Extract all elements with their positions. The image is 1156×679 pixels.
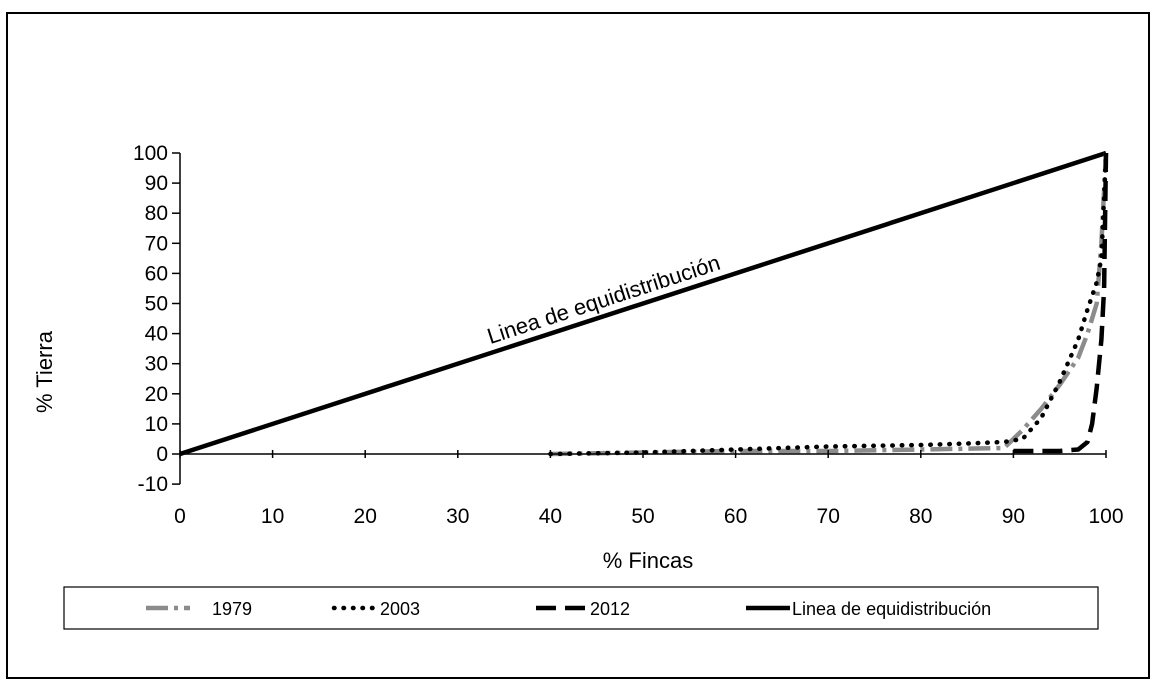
y-tick-label: 10 bbox=[145, 413, 168, 436]
x-tick-label: 90 bbox=[1002, 505, 1025, 528]
y-tick-label: 0 bbox=[156, 443, 168, 466]
legend-label: Linea de equidistribución bbox=[792, 599, 991, 619]
y-tick-label: 30 bbox=[145, 353, 168, 376]
series-line-linea-de-equidistribuci-n bbox=[179, 150, 1107, 457]
x-tick-label: 40 bbox=[539, 505, 562, 528]
x-tick-label: 0 bbox=[174, 505, 186, 528]
series-line-2003 bbox=[548, 150, 1109, 457]
y-tick-label: 90 bbox=[145, 172, 168, 195]
x-tick-label: 100 bbox=[1088, 505, 1123, 528]
x-tick-label: 30 bbox=[446, 505, 469, 528]
x-tick-label: 60 bbox=[724, 505, 747, 528]
y-tick-label: 70 bbox=[145, 232, 168, 255]
x-axis-title: % Fincas bbox=[603, 548, 693, 573]
y-axis-title: % Tierra bbox=[32, 330, 57, 413]
x-tick-label: 80 bbox=[909, 505, 932, 528]
y-tick-label: 80 bbox=[145, 202, 168, 225]
y-tick-label: 20 bbox=[145, 383, 168, 406]
chart-frame: -10 0 10 20 30 40 50 60 70 80 90 100 0 10 20 30 40 50 60 70… bbox=[6, 12, 1150, 679]
series-layer bbox=[179, 150, 1109, 457]
equidistribution-annotation: Linea de equidistribución bbox=[484, 250, 723, 349]
series-line-2012 bbox=[1013, 152, 1109, 454]
x-tick-label: 20 bbox=[354, 505, 377, 528]
y-tick-label: 40 bbox=[145, 323, 168, 346]
legend: 1979 2003 2012 Linea de equidistribución bbox=[63, 586, 1099, 630]
legend-label: 2003 bbox=[380, 599, 420, 619]
x-tick-label: 50 bbox=[631, 505, 654, 528]
x-tick-label: 10 bbox=[261, 505, 284, 528]
axes-layer: -10 0 10 20 30 40 50 60 70 80 90 100 0 10 20 30 40 50 60 70… bbox=[133, 142, 1124, 528]
x-tick-label: 70 bbox=[817, 505, 840, 528]
y-tick-label: 100 bbox=[133, 142, 168, 165]
y-tick-label: -10 bbox=[138, 473, 168, 496]
legend-label: 2012 bbox=[590, 599, 630, 619]
series-line-1979 bbox=[550, 152, 1109, 457]
y-tick-label: 50 bbox=[145, 293, 168, 316]
y-tick-label: 60 bbox=[145, 262, 168, 285]
chart-svg: -10 0 10 20 30 40 50 60 70 80 90 100 0 10 20 30 40 50 60 70… bbox=[32, 142, 1124, 630]
legend-label: 1979 bbox=[212, 599, 252, 619]
